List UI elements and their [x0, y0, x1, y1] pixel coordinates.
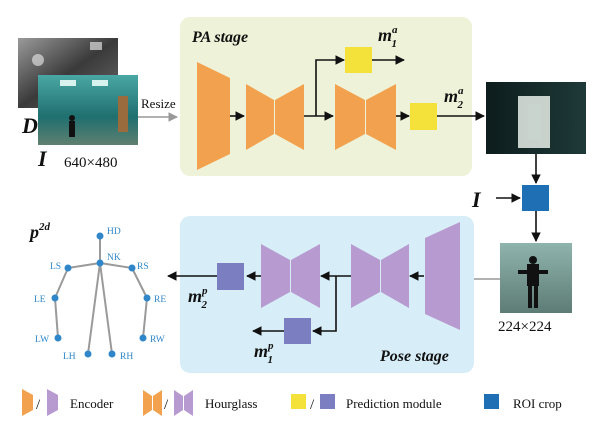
- joint-rh: [108, 350, 116, 358]
- bone-neck-rhip: [99, 262, 113, 355]
- pose-encoder: [425, 222, 460, 330]
- pa-encoder: [197, 62, 230, 170]
- pose-prediction-2: [217, 263, 244, 290]
- pa-prediction-2: [410, 103, 437, 130]
- joint-re: [143, 294, 151, 302]
- pose-hourglass-2-dec: [291, 244, 320, 308]
- legend-roi-blue: [484, 394, 499, 409]
- attention-map-image: [486, 82, 586, 154]
- pa-hourglass-1-dec: [275, 84, 304, 150]
- joint-rw: [139, 334, 147, 342]
- image-label: I: [37, 146, 48, 171]
- cropped-image: [500, 243, 572, 313]
- input-size: 640×480: [64, 155, 117, 171]
- depth-label: D: [21, 113, 38, 138]
- pose-hourglass-1-dec: [381, 244, 409, 308]
- bone-neck-rshoulder: [99, 262, 133, 269]
- joint-label-rw: RW: [150, 335, 165, 345]
- legend-hourglass-orange-a: [143, 390, 152, 416]
- rgb-image: [38, 75, 138, 145]
- joint-ls: [64, 264, 72, 272]
- crop-size: 224×224: [498, 319, 552, 335]
- pose-stage-title: Pose stage: [379, 348, 449, 365]
- pa-stage-title: PA stage: [191, 29, 248, 46]
- pa-hourglass-2-dec: [366, 84, 396, 150]
- legend-pred-blue: [320, 394, 335, 409]
- legend-slash-1: /: [36, 397, 41, 413]
- legend-hourglass-purple-b: [184, 390, 193, 416]
- legend-slash-2: /: [164, 397, 169, 413]
- joint-lh: [84, 350, 92, 358]
- bone-lupperarm: [54, 267, 69, 299]
- joint-label-hd: HD: [107, 227, 121, 237]
- m2a-label: ma 2: [444, 85, 464, 111]
- roi-image-label: I: [471, 187, 482, 212]
- legend: / Encoder / Hourglass / Prediction modul…: [22, 389, 562, 416]
- joint-label-ls: LS: [50, 262, 61, 272]
- skeleton: [54, 236, 148, 355]
- joint-lw: [54, 334, 62, 342]
- legend-encoder-orange: [22, 389, 33, 416]
- legend-hourglass-label: Hourglass: [205, 396, 257, 411]
- pose-prediction-1: [284, 318, 311, 344]
- legend-encoder-purple: [47, 389, 58, 416]
- legend-pred-yellow: [291, 394, 306, 409]
- joint-label-rh: RH: [120, 352, 133, 362]
- roi-crop-block: [522, 185, 549, 211]
- bone-rforearm: [142, 297, 148, 339]
- bone-neck-lhip: [87, 262, 101, 355]
- resize-label: Resize: [141, 96, 176, 111]
- joint-label-lw: LW: [35, 335, 49, 345]
- p2d-label: p2d: [28, 221, 51, 242]
- bone-rupperarm: [131, 267, 148, 299]
- legend-hourglass-purple-a: [174, 390, 183, 416]
- pa-hourglass-2-enc: [335, 84, 365, 150]
- pa-prediction-1: [345, 47, 372, 73]
- joint-label-nk: NK: [107, 253, 121, 263]
- bone-lforearm: [54, 297, 59, 339]
- legend-slash-3: /: [310, 397, 315, 413]
- legend-hourglass-orange-b: [153, 390, 162, 416]
- pose-hourglass-2-enc: [261, 244, 290, 308]
- bone-neck-lshoulder: [67, 262, 101, 269]
- joint-label-le: LE: [34, 295, 46, 305]
- joint-le: [51, 294, 59, 302]
- joint-label-lh: LH: [63, 352, 76, 362]
- joint-label-re: RE: [154, 295, 166, 305]
- m1a-label: ma 1: [378, 24, 398, 50]
- pose-hourglass-1-enc: [351, 244, 380, 308]
- legend-encoder-label: Encoder: [70, 396, 114, 411]
- joint-label-rs: RS: [137, 262, 149, 272]
- m2p-label: mp 2: [188, 285, 208, 311]
- joint-rs: [128, 264, 136, 272]
- legend-prediction-label: Prediction module: [346, 396, 442, 411]
- arrow-hg1-to-pred1: [315, 55, 345, 116]
- joint-nk: [96, 259, 104, 267]
- pa-hourglass-1-enc: [246, 84, 274, 150]
- joint-hd: [96, 232, 104, 240]
- arrow-phg1-to-pred1: [312, 276, 337, 336]
- legend-roi-label: ROI crop: [513, 396, 562, 411]
- m1p-label: mp 1: [254, 340, 274, 366]
- skeleton-joints: [51, 232, 151, 358]
